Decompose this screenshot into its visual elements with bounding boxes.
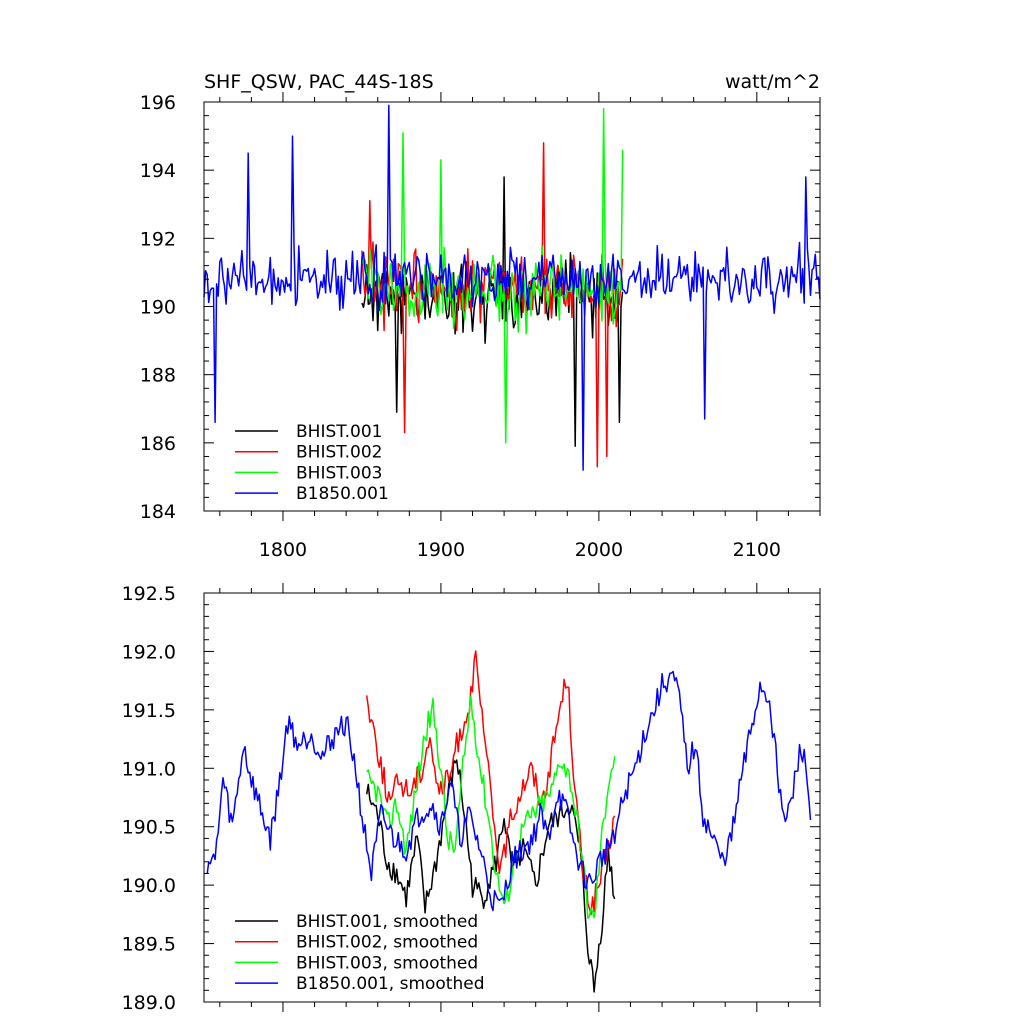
series-line-3 xyxy=(366,695,616,919)
bottom-axis-ticks: 189.0 189.5 190.0 190.5 191.0 191.5 192.0 192.5 xyxy=(122,583,821,1014)
y-tick-label: 196 xyxy=(140,92,176,114)
legend-label: BHIST.002 xyxy=(296,443,382,463)
y-tick-label: 194 xyxy=(140,160,176,182)
chart-title: SHF_QSW, PAC_44S-18S xyxy=(204,71,434,93)
legend-label: B1850.001, smoothed xyxy=(296,974,485,994)
x-tick-label: 2100 xyxy=(733,539,781,561)
legend-label: BHIST.002, smoothed xyxy=(296,933,478,953)
y-tick-label: 188 xyxy=(140,365,176,387)
top-plot-frame xyxy=(203,101,821,512)
y-tick-label: 189.5 xyxy=(122,934,176,956)
y-tick-label: 191.0 xyxy=(122,758,176,780)
series-line-4 xyxy=(206,670,812,912)
legend-label: BHIST.001, smoothed xyxy=(296,912,478,932)
units-label: watt/m^2 xyxy=(725,71,820,93)
top-panel: SHF_QSW, PAC_44S-18S watt/m^2 1841861881… xyxy=(140,71,821,561)
legend-label: B1850.001 xyxy=(296,484,389,504)
bottom-series-group xyxy=(206,650,812,993)
y-tick-label: 190.5 xyxy=(122,817,176,839)
y-tick-label: 191.5 xyxy=(122,700,176,722)
y-tick-label: 192.5 xyxy=(122,583,176,605)
y-tick-label: 186 xyxy=(140,433,176,455)
x-tick-label: 1800 xyxy=(259,539,307,561)
top-axis-ticks: 184 186 188 190 192 194 196 1800 1900 2000 2100 xyxy=(140,92,821,561)
series-line-2 xyxy=(365,650,616,916)
y-tick-label: 189.0 xyxy=(122,992,176,1014)
y-tick-label: 192.0 xyxy=(122,641,176,663)
x-tick-label: 2000 xyxy=(575,539,623,561)
x-tick-label: 1900 xyxy=(417,539,465,561)
legend-label: BHIST.003 xyxy=(296,463,382,483)
legend-label: BHIST.001 xyxy=(296,422,382,442)
series-line-4 xyxy=(203,104,821,471)
y-tick-label: 190 xyxy=(140,297,176,319)
y-tick-label: 184 xyxy=(140,501,176,523)
top-series-group xyxy=(203,104,821,471)
legend-label: BHIST.003, smoothed xyxy=(296,953,478,973)
series-line-1 xyxy=(365,759,616,993)
y-tick-label: 192 xyxy=(140,228,176,250)
bottom-plot-frame xyxy=(203,592,821,1003)
y-tick-label: 190.0 xyxy=(122,875,176,897)
bottom-panel: 189.0 189.5 190.0 190.5 191.0 191.5 192.0 192.5… xyxy=(122,583,821,1014)
